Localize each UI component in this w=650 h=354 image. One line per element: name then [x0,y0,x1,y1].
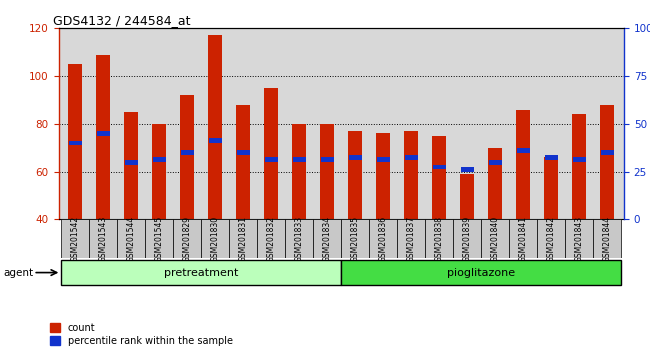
Bar [152,124,166,219]
FancyBboxPatch shape [341,219,369,258]
Bar [265,157,278,162]
Bar [600,105,614,219]
FancyBboxPatch shape [566,219,593,258]
FancyBboxPatch shape [89,219,117,258]
Text: GSM201838: GSM201838 [435,216,444,262]
Bar [601,150,614,155]
Bar [209,138,222,143]
Bar [544,157,558,219]
Text: agent: agent [3,268,33,278]
Bar [461,167,474,172]
FancyBboxPatch shape [61,260,341,285]
Text: GSM201835: GSM201835 [351,216,359,262]
Text: GSM201543: GSM201543 [99,216,108,262]
FancyBboxPatch shape [174,219,202,258]
Bar [292,124,306,219]
FancyBboxPatch shape [202,219,229,258]
Text: GSM201542: GSM201542 [71,216,80,262]
FancyBboxPatch shape [453,219,481,258]
FancyBboxPatch shape [61,219,89,258]
FancyBboxPatch shape [481,219,509,258]
FancyBboxPatch shape [425,219,453,258]
Bar [573,157,586,162]
Bar [432,136,447,219]
FancyBboxPatch shape [257,219,285,258]
Text: GSM201834: GSM201834 [323,216,332,262]
Bar [97,131,110,136]
Text: GDS4132 / 244584_at: GDS4132 / 244584_at [53,14,190,27]
Bar [433,165,445,169]
Bar [572,114,586,219]
Bar [124,112,138,219]
Bar [321,157,333,162]
Text: GSM201841: GSM201841 [519,216,528,262]
FancyBboxPatch shape [341,260,621,285]
FancyBboxPatch shape [509,219,537,258]
Bar [293,157,306,162]
FancyBboxPatch shape [285,219,313,258]
Bar [320,124,334,219]
FancyBboxPatch shape [229,219,257,258]
Bar [516,110,530,219]
Bar [460,174,474,219]
Text: GSM201832: GSM201832 [266,216,276,262]
Text: pioglitazone: pioglitazone [447,268,515,278]
FancyBboxPatch shape [313,219,341,258]
Bar [180,95,194,219]
Bar [405,155,417,160]
FancyBboxPatch shape [593,219,621,258]
FancyBboxPatch shape [146,219,174,258]
Bar [349,155,361,160]
FancyBboxPatch shape [397,219,425,258]
Bar [181,150,194,155]
Text: GSM201544: GSM201544 [127,216,136,262]
Bar [377,157,389,162]
Bar [237,150,250,155]
Text: GSM201830: GSM201830 [211,216,220,262]
Legend: count, percentile rank within the sample: count, percentile rank within the sample [50,323,233,346]
Text: GSM201843: GSM201843 [575,216,584,262]
FancyBboxPatch shape [117,219,146,258]
Bar [348,131,362,219]
Bar [236,105,250,219]
Text: GSM201837: GSM201837 [407,216,416,262]
Text: GSM201839: GSM201839 [463,216,472,262]
Bar [489,160,502,165]
Bar [404,131,418,219]
Bar [68,64,83,219]
Text: GSM201831: GSM201831 [239,216,248,262]
Bar [96,55,110,219]
Text: GSM201836: GSM201836 [379,216,388,262]
Bar [376,133,390,219]
Text: GSM201545: GSM201545 [155,216,164,262]
Text: GSM201829: GSM201829 [183,216,192,262]
FancyBboxPatch shape [537,219,566,258]
Text: GSM201840: GSM201840 [491,216,500,262]
FancyBboxPatch shape [369,219,397,258]
Bar [265,88,278,219]
Bar [488,148,502,219]
Text: GSM201842: GSM201842 [547,216,556,262]
Bar [545,155,558,160]
Bar [208,35,222,219]
Text: GSM201844: GSM201844 [603,216,612,262]
Bar [517,148,530,153]
Text: pretreatment: pretreatment [164,268,239,278]
Text: GSM201833: GSM201833 [294,216,304,262]
Bar [69,141,82,145]
Bar [125,160,138,165]
Bar [153,157,166,162]
